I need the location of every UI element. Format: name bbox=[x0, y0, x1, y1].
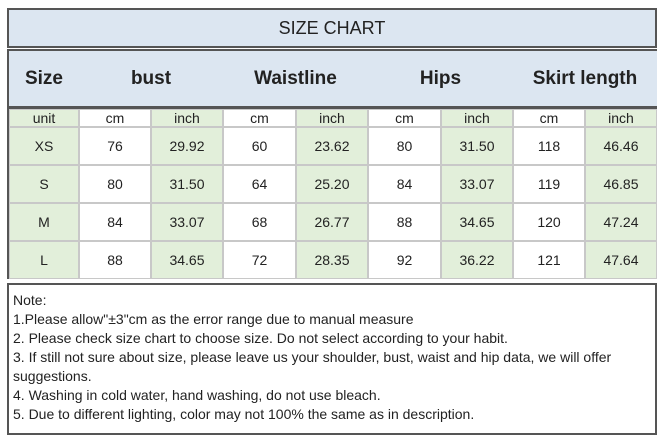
unit-cell: cm bbox=[79, 109, 151, 127]
table-cell: 34.65 bbox=[151, 241, 223, 279]
table-cell: 80 bbox=[368, 127, 441, 165]
note-line: 3. If still not sure about size, please … bbox=[13, 349, 612, 384]
table-cell: 47.64 bbox=[585, 241, 657, 279]
column-header: Hips bbox=[368, 51, 513, 106]
table-cell: 34.65 bbox=[441, 203, 513, 241]
note-line: 5. Due to different lighting, color may … bbox=[13, 406, 475, 422]
unit-cell: unit bbox=[9, 109, 79, 127]
table-cell: 88 bbox=[368, 203, 441, 241]
table-cell: 120 bbox=[513, 203, 585, 241]
table-cell: 68 bbox=[223, 203, 296, 241]
table-cell: 92 bbox=[368, 241, 441, 279]
table-cell: 46.46 bbox=[585, 127, 657, 165]
unit-cell: cm bbox=[223, 109, 296, 127]
table-cell: 60 bbox=[223, 127, 296, 165]
unit-cell: inch bbox=[151, 109, 223, 127]
table-cell: 31.50 bbox=[441, 127, 513, 165]
table-cell: 25.20 bbox=[296, 165, 368, 203]
table-cell: 84 bbox=[79, 203, 151, 241]
table-cell: 33.07 bbox=[441, 165, 513, 203]
unit-cell: cm bbox=[513, 109, 585, 127]
note-line: 4. Washing in cold water, hand washing, … bbox=[13, 387, 381, 403]
table-cell: 23.62 bbox=[296, 127, 368, 165]
note-line: 2. Please check size chart to choose siz… bbox=[13, 330, 508, 346]
table-cell: 64 bbox=[223, 165, 296, 203]
table-cell: 84 bbox=[368, 165, 441, 203]
column-header: Skirt length bbox=[513, 51, 657, 106]
table-cell: 118 bbox=[513, 127, 585, 165]
table-cell: 33.07 bbox=[151, 203, 223, 241]
header-row: Size bust Waistline Hips Skirt length bbox=[7, 49, 657, 108]
table-cell: 29.92 bbox=[151, 127, 223, 165]
table-cell: 28.35 bbox=[296, 241, 368, 279]
column-header: bust bbox=[79, 51, 223, 106]
table-cell: XS bbox=[9, 127, 79, 165]
table-cell: S bbox=[9, 165, 79, 203]
table-cell: 46.85 bbox=[585, 165, 657, 203]
table-cell: 121 bbox=[513, 241, 585, 279]
table-cell: L bbox=[9, 241, 79, 279]
column-header: Waistline bbox=[223, 51, 368, 106]
unit-cell: inch bbox=[296, 109, 368, 127]
note-line: Note: bbox=[13, 292, 47, 308]
title: SIZE CHART bbox=[7, 8, 657, 48]
unit-cell: cm bbox=[368, 109, 441, 127]
table-cell: 88 bbox=[79, 241, 151, 279]
column-header: Size bbox=[9, 51, 79, 106]
note-line: 1.Please allow"±3"cm as the error range … bbox=[13, 311, 414, 327]
table-cell: 47.24 bbox=[585, 203, 657, 241]
table-cell: 119 bbox=[513, 165, 585, 203]
table-body: unit cm inch cm inch cm inch cm inch XS 76 29.92 60 2… bbox=[7, 107, 657, 279]
table-cell: 31.50 bbox=[151, 165, 223, 203]
table-cell: 76 bbox=[79, 127, 151, 165]
table-cell: M bbox=[9, 203, 79, 241]
table-cell: 36.22 bbox=[441, 241, 513, 279]
table-cell: 26.77 bbox=[296, 203, 368, 241]
unit-cell: inch bbox=[585, 109, 657, 127]
unit-cell: inch bbox=[441, 109, 513, 127]
notes: Note: 1.Please allow"±3"cm as the error r… bbox=[7, 283, 657, 435]
table-cell: 72 bbox=[223, 241, 296, 279]
table-cell: 80 bbox=[79, 165, 151, 203]
